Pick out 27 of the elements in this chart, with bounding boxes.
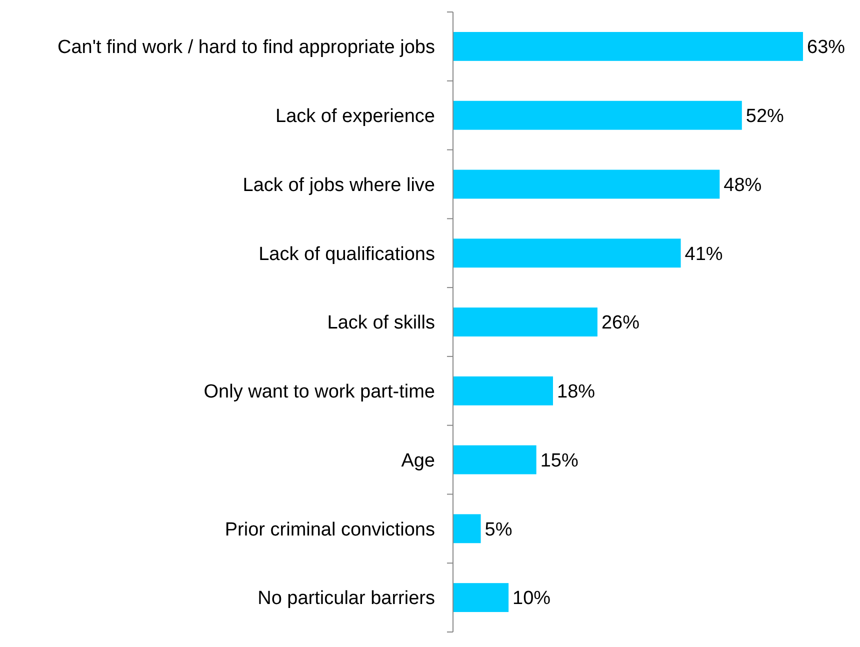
y-tick-label: Lack of qualifications — [258, 244, 435, 265]
bar — [453, 100, 742, 130]
bar — [453, 170, 720, 199]
data-label: 15% — [540, 450, 578, 472]
y-tick-label: Lack of experience — [276, 106, 435, 127]
bar — [453, 32, 803, 61]
data-label: 5% — [484, 519, 512, 540]
y-tick-label: Lack of jobs where live — [242, 174, 435, 196]
bar — [453, 583, 509, 612]
y-tick-label: Lack of skills — [327, 312, 435, 334]
y-tick-label: No particular barriers — [258, 588, 435, 610]
bar — [453, 514, 481, 544]
bar — [453, 376, 553, 406]
data-label: 41% — [684, 244, 723, 265]
data-label: 48% — [724, 174, 762, 196]
bar — [453, 308, 598, 336]
data-label: 10% — [512, 588, 551, 610]
bar — [453, 238, 681, 268]
data-label: 18% — [557, 382, 596, 403]
data-label: 63% — [807, 37, 846, 58]
y-tick-label: Only want to work part-time — [204, 382, 435, 403]
y-tick-label: Age — [401, 450, 435, 472]
data-label: 52% — [746, 106, 784, 127]
bar — [453, 445, 536, 474]
y-tick-label: Prior criminal convictions — [224, 519, 435, 540]
y-tick-label: Can't find work / hard to find appropriate jobs — [57, 37, 435, 58]
data-label: 26% — [601, 312, 640, 334]
